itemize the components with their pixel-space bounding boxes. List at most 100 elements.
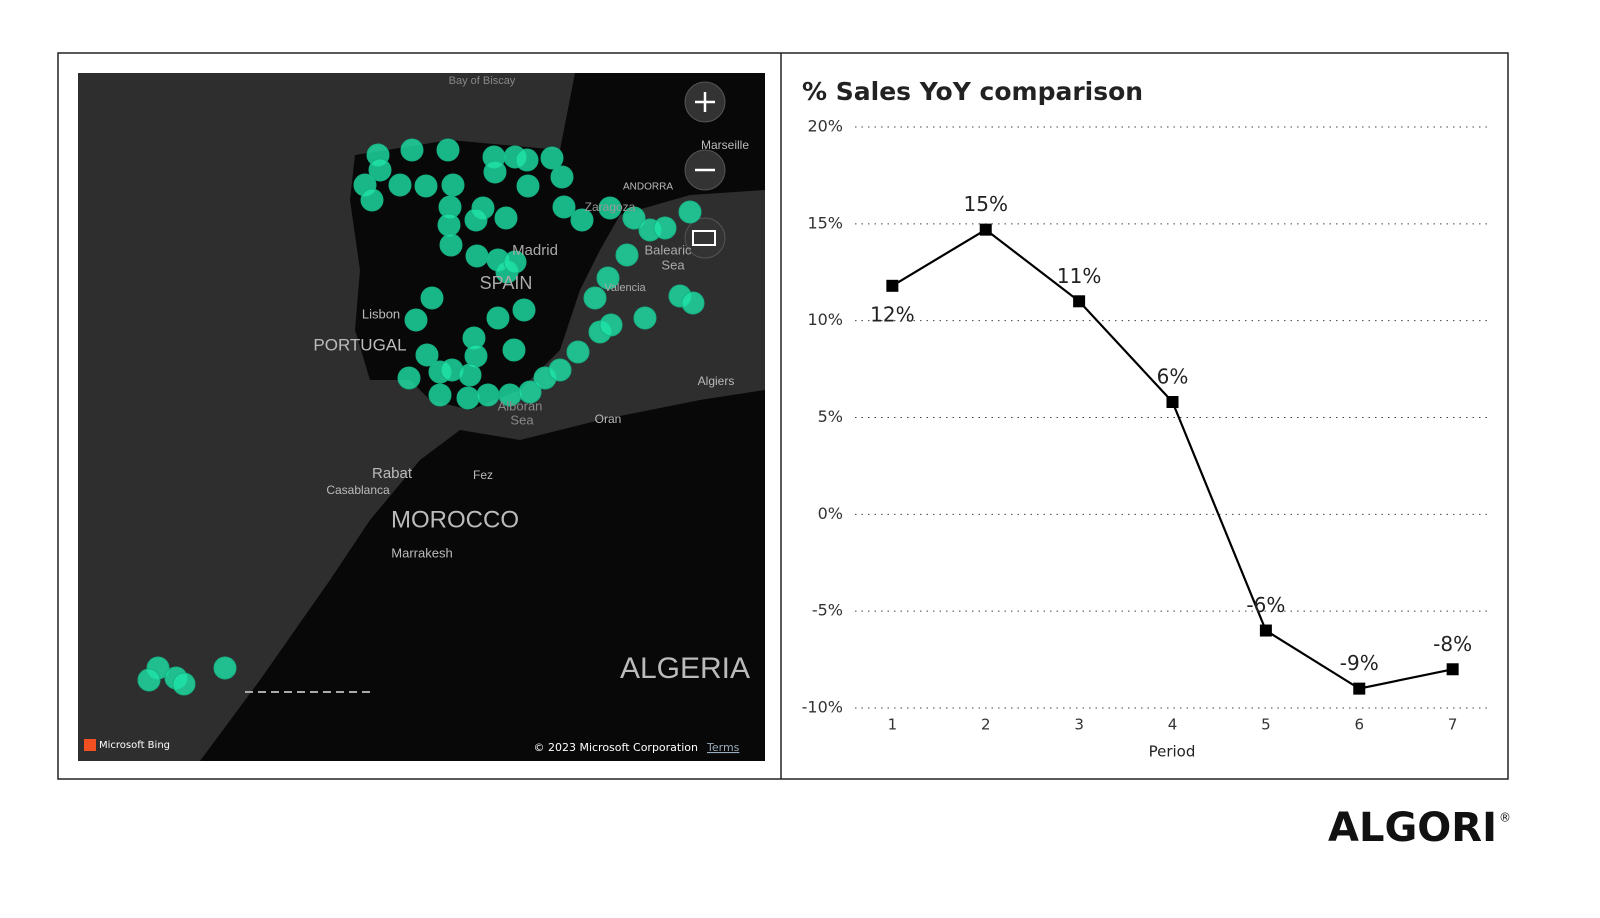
location-dot [583,286,607,310]
logo: ALGORI [1328,805,1497,851]
location-dot [360,188,384,212]
location-dot [465,244,489,268]
location-dot [368,158,392,182]
point [1446,663,1459,676]
point [1353,682,1366,695]
data-label: 12% [870,302,914,326]
location-dot [439,233,463,257]
point [1259,624,1272,637]
location-dot [172,672,196,696]
location-dot [476,383,500,407]
map-label: Lisbon [362,306,400,321]
data-label: -6% [1246,593,1285,617]
location-dot [615,243,639,267]
location-dot [570,208,594,232]
map-copyright: © 2023 Microsoft Corporation [533,741,698,754]
map-terms[interactable]: Terms [706,741,740,754]
point [1166,396,1179,409]
map-label: Sea [661,257,685,272]
location-dot [486,306,510,330]
map-brand: Microsoft Bing [99,740,170,751]
map-label: Alboran [498,398,543,413]
x-axis-label: Period [1149,743,1196,761]
point [886,279,899,292]
x-tick-label: 1 [888,716,898,734]
location-dot [540,146,564,170]
data-label: 15% [964,192,1008,216]
map-label: Balearic [645,242,692,257]
map-label: Casablanca [326,483,390,497]
point [1073,295,1086,308]
map-label: Madrid [512,242,558,259]
bing-logo [84,739,96,751]
x-tick-label: 7 [1448,716,1458,734]
location-dot [483,160,507,184]
map-label: PORTUGAL [313,335,406,354]
location-dot [397,366,421,390]
location-dot [404,308,428,332]
zoom-out[interactable] [684,149,726,191]
map-label: Algiers [698,374,735,388]
location-dot [428,383,452,407]
map-label: MOROCCO [391,506,519,533]
map-label: Rabat [372,465,413,482]
location-dot [550,165,574,189]
location-dot [599,313,623,337]
y-tick-label: -10% [802,698,843,717]
location-dot [503,250,527,274]
map-label: Oran [595,412,622,426]
data-label: -9% [1340,651,1379,675]
x-tick-label: 5 [1261,716,1271,734]
location-dot [518,380,542,404]
map-label: Sea [510,412,534,427]
y-tick-label: 0% [818,504,843,523]
chart-title: % Sales YoY comparison [802,77,1143,106]
africa [200,390,765,761]
point [979,223,992,236]
location-dot [414,174,438,198]
location-dot [598,196,622,220]
map-label: Valencia [604,282,646,294]
y-tick-label: 5% [818,407,843,426]
map-label: SPAIN [480,273,533,293]
y-tick-label: 20% [807,117,843,136]
map-label: Bay of Biscay [449,75,516,87]
location-dot [415,343,439,367]
zoom-in[interactable] [684,81,726,123]
x-tick-label: 4 [1168,716,1178,734]
location-dot [137,668,161,692]
location-dot [678,200,702,224]
location-dot [494,206,518,230]
location-dot [622,206,646,230]
location-dot [420,286,444,310]
data-label: 6% [1157,365,1189,389]
x-tick-label: 3 [1074,716,1084,734]
map-label: ANDORRA [623,182,673,193]
location-dot [456,386,480,410]
location-dot [458,363,482,387]
map-label: Fez [473,468,493,482]
y-tick-label: 10% [807,310,843,329]
location-dot [400,138,424,162]
location-dot [436,138,460,162]
y-tick-label: -5% [812,601,843,620]
location-dot [464,208,488,232]
location-dot [515,148,539,172]
location-dot [512,298,536,322]
location-dot [213,656,237,680]
data-label: 11% [1057,264,1101,288]
location-dot [502,338,526,362]
location-dot [566,340,590,364]
location-dot [441,173,465,197]
location-dot [516,174,540,198]
location-dot [633,306,657,330]
map[interactable]: Bay of Biscay Marseille ANDORRA Zaragoza Mad… [78,73,765,761]
location-dot [548,358,572,382]
x-tick-label: 6 [1354,716,1364,734]
location-dot [437,213,461,237]
map-label: Marseille [701,138,749,152]
map-label: Zaragoza [585,200,636,214]
x-tick-label: 2 [981,716,991,734]
select[interactable] [684,217,726,259]
